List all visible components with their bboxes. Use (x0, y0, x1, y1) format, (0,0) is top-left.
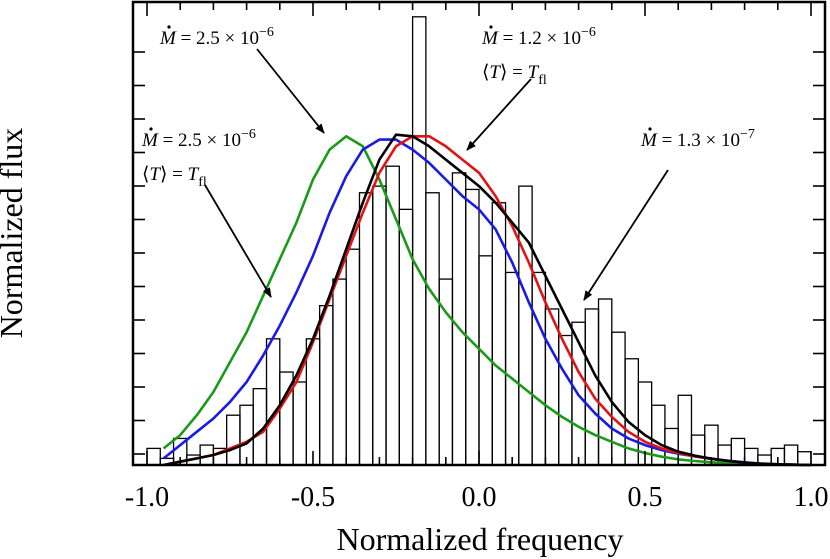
histogram-bar (358, 192, 374, 466)
x-tick-label: 0.0 (462, 482, 497, 513)
annotation-arrow (204, 184, 272, 298)
annotation-label: M = 1.3 × 10−7 (640, 127, 755, 151)
histogram-bar (226, 414, 241, 466)
series-line-1 (162, 135, 812, 467)
annotation-label: M = 1.2 × 10−6 ⟨T⟩ = Tfl (481, 25, 596, 88)
annotation-label: M = 2.5 × 10−6 ⟨T⟩ = Tfl (141, 127, 256, 190)
annotation-arrows (204, 48, 669, 301)
x-tick-label: 1.0 (794, 482, 829, 513)
mdot-formula: M = 1.2 × 10−6 (481, 25, 596, 49)
annotation-arrow (583, 169, 669, 301)
annotation-label: M = 2.5 × 10−6 (159, 25, 274, 49)
tick-labels: -1.0 -0.5 0.0 0.5 1.0 (125, 482, 829, 513)
histogram-bar (411, 16, 427, 466)
mdot-text: M = 1.2 × 10−6 (481, 25, 596, 49)
histogram-bar (345, 248, 361, 466)
mdot-dot (489, 25, 493, 29)
x-tick-label: -0.5 (291, 482, 335, 513)
histogram-bar (372, 185, 387, 466)
mdot-dot (648, 127, 652, 131)
annotation-arrow (256, 48, 325, 134)
mean-temperature-text: ⟨T⟩ = Tfl (482, 62, 547, 88)
histogram-bar (504, 271, 520, 466)
histogram-bar (544, 308, 560, 466)
mdot-formula: M = 2.5 × 10−6 (159, 25, 274, 49)
mdot-dot (167, 25, 171, 29)
x-tick-label: -1.0 (125, 482, 169, 513)
histogram-bar (783, 444, 799, 466)
histogram-bar (239, 404, 254, 466)
x-axis-label: Normalized frequency (337, 521, 624, 557)
mdot-formula: M = 2.5 × 10−6 (141, 127, 256, 151)
mdot-text: M = 2.5 × 10−6 (141, 127, 256, 151)
histogram (146, 16, 812, 466)
histogram-bar (146, 447, 161, 466)
histogram-bar (332, 278, 347, 466)
histogram-bar (305, 338, 321, 466)
mdot-dot (149, 127, 153, 131)
histogram-bar (797, 451, 812, 466)
annotation-arrow (466, 78, 532, 151)
histogram-bar (318, 304, 334, 466)
mdot-text: M = 1.3 × 10−7 (640, 127, 755, 151)
series-line-4 (163, 133, 812, 467)
mdot-formula: M = 1.3 × 10−7 (640, 127, 755, 151)
histogram-bar (491, 202, 507, 466)
y-axis-label: Normalized flux (0, 128, 29, 339)
axis-ticks (133, 2, 825, 465)
x-tick-label: 0.5 (628, 482, 663, 513)
histogram-bar (531, 271, 547, 466)
mean-temperature-text: ⟨T⟩ = Tfl (142, 164, 207, 190)
histogram-bar (265, 338, 281, 466)
model-curves (162, 133, 812, 467)
histogram-bar (292, 381, 308, 466)
histogram-bar (398, 208, 414, 466)
histogram-bar (518, 185, 533, 466)
histogram-bar (465, 188, 480, 466)
histogram-bar (451, 172, 467, 466)
histogram-bar (425, 192, 440, 466)
mdot-text: M = 2.5 × 10−6 (159, 25, 274, 49)
